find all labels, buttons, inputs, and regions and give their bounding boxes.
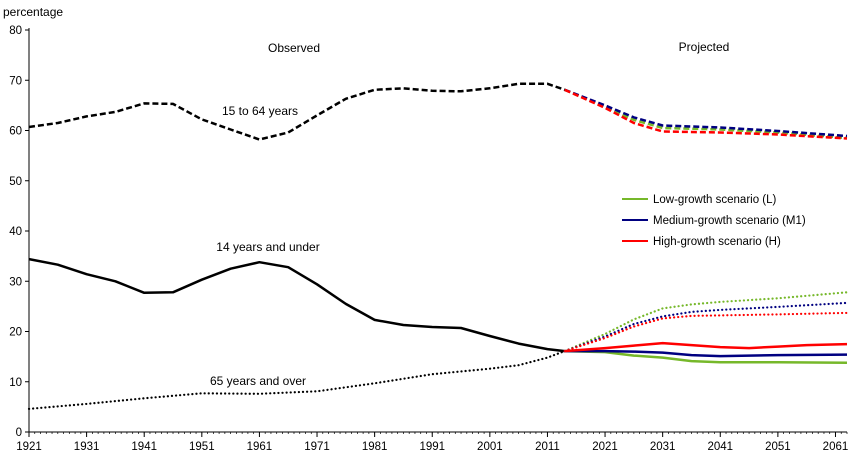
x-tick-label: 1971 [304, 441, 330, 453]
x-tick-label: 2021 [592, 441, 618, 453]
y-tick-label: 20 [9, 327, 22, 339]
series-line-14-years-and-under-projected-high-growth-scenario-h [564, 341, 848, 353]
x-tick-label: 2001 [477, 441, 503, 453]
annotation-15-to-64: 15 to 64 years [222, 104, 298, 118]
x-tick-label: 1921 [16, 441, 42, 453]
annotation-65-and-over: 65 years and over [210, 374, 306, 388]
y-tick-label: 60 [9, 126, 22, 138]
y-tick-label: 10 [9, 377, 22, 389]
x-tick-label: 2011 [535, 441, 560, 453]
legend-label-medium: Medium-growth scenario (M1) [653, 215, 806, 227]
series-line-15-to-64-years-observed [28, 82, 566, 141]
legend-label-high: High-growth scenario (H) [653, 236, 781, 248]
y-tick-label: 0 [16, 427, 22, 439]
series-line-15-to-64-years-projected-high-growth-scenario-h [564, 88, 848, 140]
legend-label-low: Low-growth scenario (L) [653, 194, 777, 206]
x-tick-label: 2031 [650, 441, 676, 453]
observed-period-label: Observed [268, 41, 320, 55]
series-line-65-years-and-over-observed [27, 350, 566, 410]
projected-period-label: Projected [679, 40, 730, 54]
x-tick-label: 1931 [74, 441, 100, 453]
y-tick-label: 80 [9, 25, 22, 37]
y-tick-label: 30 [9, 276, 22, 288]
series-line-65-years-and-over-projected-low-growth-scenario-l [563, 291, 849, 353]
series-line-65-years-and-over-projected-high-growth-scenario-h [563, 311, 849, 353]
series-lines [27, 82, 849, 410]
series-line-14-years-and-under-projected-low-growth-scenario-l [564, 349, 848, 364]
x-axis-ticks: 1921 1931 1941 1951 1961 1971 1981 1991 2001 2011… [16, 432, 848, 453]
x-tick-label: 1951 [189, 441, 215, 453]
series-line-65-years-and-over-projected-medium-growth-scenario-m1 [563, 301, 849, 353]
x-tick-label: 2041 [707, 441, 733, 453]
x-tick-label: 1941 [131, 441, 157, 453]
x-tick-label: 2061 [823, 441, 849, 453]
y-tick-label: 70 [9, 75, 22, 87]
legend: Low-growth scenario (L) Medium-growth sc… [622, 194, 806, 248]
y-tick-label: 50 [9, 176, 22, 188]
y-tick-label: 40 [9, 226, 22, 238]
series-line-14-years-and-under-observed [28, 257, 565, 353]
y-axis-ticks: 0 10 20 30 40 50 60 70 80 [9, 25, 29, 439]
x-tick-label: 1991 [419, 441, 445, 453]
y-axis-label: percentage [3, 5, 63, 19]
series-line-15-to-64-years-projected-medium-growth-scenario-m1 [564, 88, 848, 138]
x-tick-label: 1961 [247, 441, 273, 453]
x-tick-label: 2051 [765, 441, 791, 453]
annotation-14-and-under: 14 years and under [216, 240, 319, 254]
x-tick-label: 1981 [362, 441, 388, 453]
series-line-14-years-and-under-projected-medium-growth-scenario-m1 [564, 349, 848, 358]
series-line-15-to-64-years-projected-low-growth-scenario-l [564, 88, 848, 140]
